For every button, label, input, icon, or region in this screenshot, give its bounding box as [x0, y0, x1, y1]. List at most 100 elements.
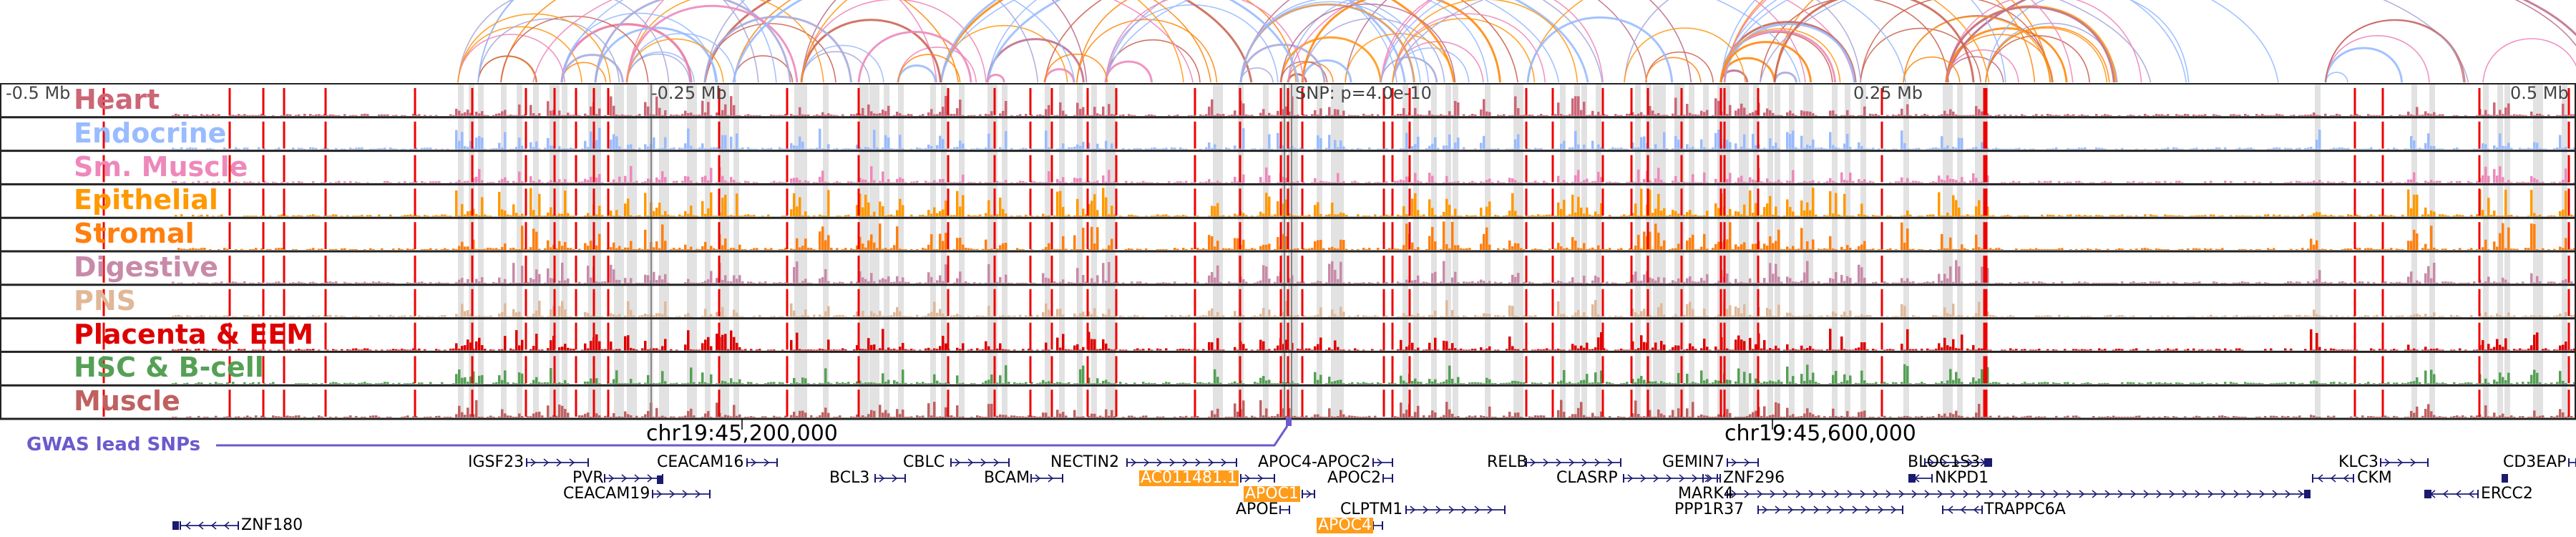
interaction-arc	[1724, 0, 2051, 83]
signal-bar	[959, 140, 962, 150]
signal-bar	[896, 148, 899, 150]
signal-bar	[1405, 214, 1408, 217]
signal-bar	[1875, 113, 1878, 116]
signal-bar	[1846, 110, 1849, 116]
signal-bar	[1056, 191, 1059, 217]
signal-bar	[303, 282, 306, 284]
signal-bar	[1609, 248, 1611, 250]
signal-bar	[1500, 281, 1503, 284]
signal-bar	[547, 101, 550, 116]
signal-bar	[1849, 277, 1852, 284]
signal-bar	[2436, 115, 2439, 116]
signal-bar	[716, 311, 718, 317]
signal-bar	[873, 344, 876, 351]
interaction-arc	[987, 0, 1397, 83]
signal-bar	[2001, 182, 2004, 183]
signal-bar	[1428, 173, 1431, 183]
signal-bar	[2399, 281, 2401, 284]
signal-bar	[329, 114, 332, 116]
signal-bar	[235, 249, 238, 250]
signal-bar	[1219, 114, 1222, 116]
signal-bar	[1274, 348, 1277, 351]
signal-bar	[1694, 281, 1697, 284]
signal-bar	[1743, 304, 1746, 317]
signal-bar	[550, 110, 552, 116]
signal-bar	[896, 210, 899, 217]
signal-bar	[1222, 248, 1225, 250]
signal-bar	[2109, 115, 2112, 116]
signal-bar	[564, 309, 567, 317]
signal-bar	[1174, 182, 1176, 183]
signal-bar	[2210, 180, 2212, 183]
signal-bar	[644, 341, 647, 351]
signal-bar	[1085, 281, 1088, 284]
signal-bar	[1414, 144, 1417, 150]
signal-bar	[2164, 249, 2167, 250]
signal-bar	[1614, 182, 1617, 183]
signal-bar	[335, 181, 338, 183]
signal-bar	[1082, 347, 1085, 351]
signal-bar	[467, 147, 469, 150]
signal-bar	[987, 249, 990, 250]
signal-bar	[1740, 175, 1743, 183]
signal-bar	[2072, 282, 2075, 284]
interaction-arc	[801, 51, 871, 83]
signal-bar	[2407, 148, 2410, 150]
signal-bar	[258, 314, 260, 317]
signal-bar	[844, 349, 847, 351]
signal-bar	[2390, 215, 2393, 217]
signal-bar	[933, 301, 936, 317]
signal-bar	[744, 349, 747, 351]
signal-bar	[1958, 115, 1961, 116]
signal-bar	[1689, 112, 1692, 116]
signal-bar	[2310, 316, 2313, 317]
signal-bar	[959, 100, 962, 116]
signal-bar	[942, 178, 945, 183]
signal-bar	[859, 236, 862, 250]
signal-bar	[1537, 249, 1540, 250]
signal-bar	[661, 279, 664, 284]
signal-bar	[1918, 181, 1921, 183]
signal-bar	[924, 315, 927, 317]
signal-bar	[2324, 214, 2327, 217]
signal-bar	[1574, 312, 1577, 317]
signal-bar	[590, 241, 592, 250]
signal-bar	[750, 349, 753, 351]
interaction-arc	[457, 34, 566, 83]
signal-bar	[1660, 282, 1663, 284]
signal-bar	[197, 316, 200, 317]
signal-bar	[2421, 148, 2424, 150]
signal-bar	[1643, 309, 1646, 317]
signal-bar	[2496, 282, 2499, 284]
signal-bar	[1285, 282, 1288, 284]
signal-bar	[1652, 316, 1654, 317]
signal-bar	[1314, 110, 1317, 116]
signal-bar	[2296, 147, 2298, 150]
signal-bar	[435, 115, 438, 116]
signal-bar	[2464, 282, 2467, 284]
signal-bar	[395, 148, 398, 150]
signal-bar	[1337, 173, 1340, 183]
signal-bar	[1411, 198, 1414, 217]
signal-bar	[887, 249, 890, 250]
signal-bar	[452, 348, 455, 351]
signal-bar	[2430, 180, 2433, 183]
signal-bar	[558, 146, 561, 150]
signal-bar	[1818, 248, 1820, 250]
signal-bar	[2407, 276, 2410, 284]
signal-bar	[2296, 314, 2298, 317]
signal-bar	[1926, 215, 1929, 217]
signal-bar	[2015, 148, 2018, 150]
signal-bar	[678, 147, 681, 150]
signal-bar	[2198, 248, 2201, 250]
signal-bar	[2212, 316, 2215, 317]
signal-bar	[1932, 281, 1935, 284]
signal-bar	[1929, 182, 1932, 183]
signal-bar	[1420, 282, 1423, 284]
signal-bar	[1752, 112, 1755, 116]
signal-bar	[1740, 146, 1743, 150]
signal-bar	[507, 316, 509, 317]
signal-bar	[1652, 148, 1654, 150]
signal-bar	[1068, 349, 1070, 351]
signal-bar	[2416, 148, 2419, 150]
